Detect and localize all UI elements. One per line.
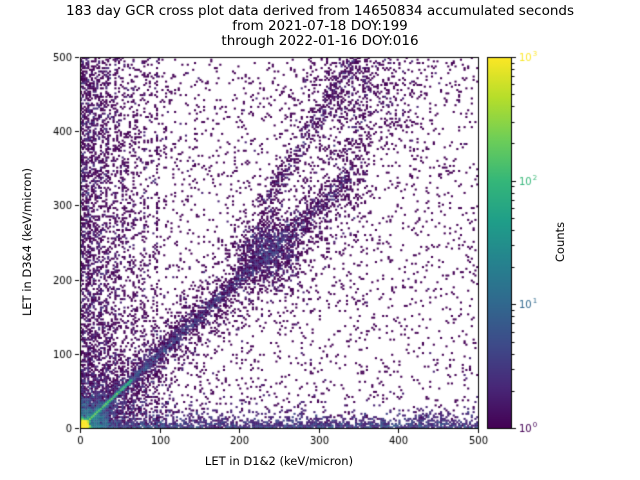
colorbar-label: Counts (553, 221, 567, 263)
chart-subtitle-through: through 2022-01-16 DOY:016 (221, 33, 419, 49)
chart-subtitle-from: from 2021-07-18 DOY:199 (232, 18, 408, 34)
y-axis-label: LET in D3&4 (keV/micron) (20, 167, 34, 317)
chart-title: 183 day GCR cross plot data derived from… (66, 3, 574, 19)
x-axis-label: LET in D1&2 (keV/micron) (204, 454, 354, 468)
title-block: 183 day GCR cross plot data derived from… (0, 4, 640, 49)
